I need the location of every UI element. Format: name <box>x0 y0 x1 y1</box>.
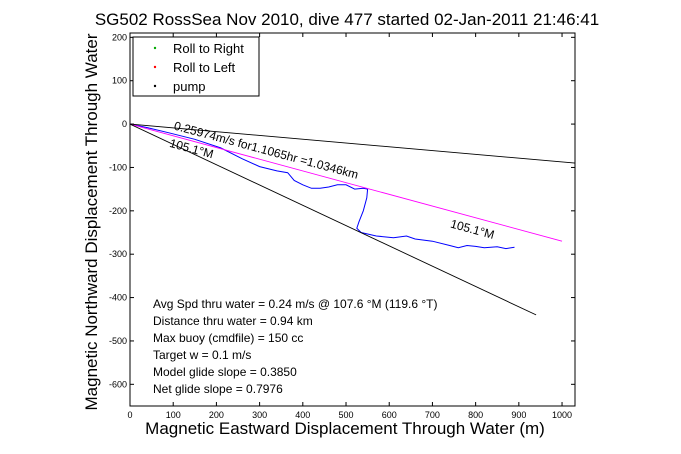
legend-marker-0 <box>153 46 157 50</box>
series-track-0 <box>130 123 515 250</box>
x-tick-label: 900 <box>511 410 526 420</box>
legend-marker-2 <box>153 84 157 88</box>
y-tick-label: -500 <box>109 336 127 346</box>
legend-marker-1 <box>153 65 157 69</box>
x-tick-label: 800 <box>468 410 483 420</box>
x-tick-label: 400 <box>295 410 310 420</box>
legend-label-0: Roll to Right <box>173 41 244 56</box>
y-tick-label: -300 <box>109 249 127 259</box>
y-tick-label: 200 <box>112 32 127 42</box>
y-tick-label: -400 <box>109 293 127 303</box>
legend: Roll to Right Roll to Left pump <box>132 36 260 97</box>
plot-area: 0 100 200 300 400 500 600 700 800 900 10002001000-… <box>109 32 576 420</box>
info-line-3: Target w = 0.1 m/s <box>153 348 251 362</box>
info-line-4: Model glide slope = 0.3850 <box>153 365 297 379</box>
x-tick-label: 200 <box>209 410 224 420</box>
y-tick-label: -600 <box>109 379 127 389</box>
info-line-2: Max buoy (cmdfile) = 150 cc <box>153 331 303 345</box>
chart-title: SG502 RossSea Nov 2010, dive 477 started… <box>95 10 599 29</box>
legend-label-2: pump <box>173 79 206 94</box>
info-line-5: Net glide slope = 0.7976 <box>153 382 283 396</box>
series-net-course-1 <box>130 123 563 242</box>
info-line-1: Distance thru water = 0.94 km <box>153 314 313 328</box>
y-tick-label: 0 <box>122 119 127 129</box>
y-axis-label: Magnetic Northward Displacement Through … <box>82 33 101 410</box>
x-tick-label: 600 <box>382 410 397 420</box>
y-tick-label: 100 <box>112 76 127 86</box>
x-tick-label: 100 <box>166 410 181 420</box>
info-line-0: Avg Spd thru water = 0.24 m/s @ 107.6 °M… <box>153 297 437 311</box>
y-tick-label: -100 <box>109 162 127 172</box>
legend-label-1: Roll to Left <box>173 60 236 75</box>
series-group <box>130 123 575 316</box>
x-tick-label: 0 <box>127 410 132 420</box>
y-tick-label: -200 <box>109 206 127 216</box>
series-heading-line-2 <box>130 123 575 164</box>
x-tick-label: 300 <box>252 410 267 420</box>
x-tick-label: 1000 <box>552 410 572 420</box>
x-tick-label: 500 <box>339 410 354 420</box>
x-tick-label: 700 <box>425 410 440 420</box>
series-heading-line-3 <box>130 123 537 316</box>
x-axis-label: Magnetic Eastward Displacement Through W… <box>145 419 545 438</box>
